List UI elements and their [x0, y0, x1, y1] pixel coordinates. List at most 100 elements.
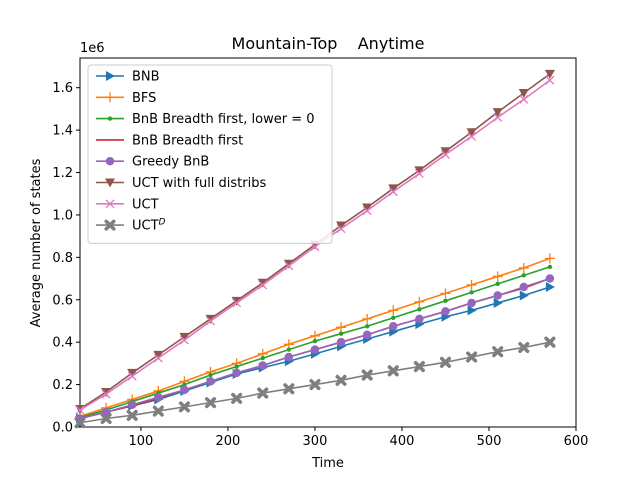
- data-point: [101, 388, 112, 398]
- data-point: [387, 365, 399, 377]
- data-point: [153, 350, 164, 360]
- data-point: [469, 290, 474, 295]
- y-tick-label: 1.0: [52, 208, 73, 223]
- data-point: [443, 298, 448, 304]
- data-point: [336, 224, 346, 234]
- data-point: [362, 313, 373, 324]
- y-axis-label: Average number of states: [29, 158, 44, 327]
- legend-entry: UCT with full distribs: [96, 176, 266, 191]
- data-point: [260, 355, 265, 361]
- data-point: [234, 364, 239, 369]
- data-point: [153, 353, 163, 363]
- series-bnb-breadth-first-lower-0: [77, 264, 553, 420]
- data-point: [518, 341, 530, 354]
- data-point: [283, 383, 295, 395]
- data-point: [180, 385, 189, 395]
- data-point: [493, 112, 503, 122]
- data-point: [232, 368, 241, 378]
- plot-frame: [79, 57, 577, 428]
- data-point: [518, 88, 529, 98]
- data-point: [417, 307, 422, 312]
- y-tick-label: 0.0: [52, 421, 73, 436]
- legend-label: Greedy BnB: [132, 155, 209, 170]
- data-point: [154, 393, 163, 402]
- data-point: [519, 290, 529, 301]
- legend-entry: BnB Breadth first, lower = 0: [96, 112, 315, 127]
- legend-label: BnB Breadth first: [132, 133, 243, 148]
- data-point: [100, 412, 112, 425]
- data-point: [336, 221, 347, 231]
- legend-label: BnB Breadth first, lower = 0: [132, 112, 315, 127]
- data-point: [152, 405, 164, 417]
- data-point: [521, 273, 526, 278]
- data-point: [258, 361, 267, 370]
- data-point: [364, 324, 370, 329]
- legend-marker: [105, 92, 115, 103]
- chart-title: Mountain-Top Anytime: [232, 34, 425, 53]
- data-point: [286, 347, 292, 352]
- legend-marker: [107, 116, 113, 121]
- legend-label: BNB: [132, 70, 160, 85]
- legend-marker: [104, 219, 116, 231]
- legend-label: BFS: [132, 91, 156, 106]
- legend-label-superscript: D: [159, 218, 166, 228]
- y-multiplier-label: 1e6: [80, 41, 105, 56]
- x-tick-label: 400: [390, 434, 415, 449]
- data-point: [232, 298, 242, 308]
- x-tick-label: 600: [564, 434, 589, 449]
- x-tick-label: 500: [477, 434, 502, 449]
- data-point: [310, 345, 320, 354]
- data-point: [127, 371, 137, 381]
- data-point: [362, 330, 372, 339]
- data-point: [544, 69, 555, 79]
- data-point: [441, 307, 450, 316]
- legend-entry: BNB: [96, 70, 160, 85]
- data-point: [388, 187, 398, 197]
- data-point: [208, 372, 213, 378]
- data-point: [466, 128, 477, 138]
- data-point: [413, 361, 425, 373]
- data-point: [231, 392, 243, 404]
- data-point: [518, 262, 529, 273]
- data-point: [178, 401, 190, 413]
- data-point: [258, 280, 268, 290]
- legend-marker: [106, 71, 115, 81]
- data-point: [75, 405, 85, 415]
- data-point: [231, 296, 242, 306]
- data-point: [493, 291, 502, 300]
- data-point: [284, 261, 294, 271]
- legend-entry: BnB Breadth first: [96, 133, 243, 148]
- legend-entry: BFS: [96, 91, 156, 106]
- data-point: [440, 288, 451, 299]
- data-point: [101, 389, 111, 399]
- data-point: [466, 351, 478, 363]
- data-point: [493, 297, 503, 308]
- data-point: [495, 281, 500, 287]
- data-point: [389, 322, 398, 331]
- data-point: [336, 337, 346, 347]
- data-point: [335, 374, 347, 386]
- data-point: [467, 305, 477, 316]
- data-point: [519, 282, 529, 292]
- data-point: [74, 417, 86, 429]
- data-point: [126, 409, 138, 421]
- y-tick-label: 0.4: [52, 336, 73, 351]
- data-point: [440, 147, 451, 157]
- plot-series: [74, 69, 556, 429]
- data-point: [309, 379, 321, 391]
- data-point: [544, 336, 556, 348]
- data-point: [492, 346, 504, 358]
- data-point: [467, 298, 476, 308]
- data-point: [206, 316, 215, 326]
- data-point: [310, 242, 320, 252]
- data-point: [544, 253, 555, 264]
- y-tick-label: 0.2: [52, 378, 73, 393]
- legend-box: [87, 64, 333, 244]
- data-point: [127, 400, 137, 409]
- data-point: [284, 352, 294, 362]
- legend-marker: [105, 178, 115, 188]
- y-tick-label: 1.6: [52, 81, 73, 96]
- series-uct-d: [74, 336, 556, 429]
- y-tick-label: 0.6: [52, 293, 73, 308]
- data-point: [441, 150, 450, 159]
